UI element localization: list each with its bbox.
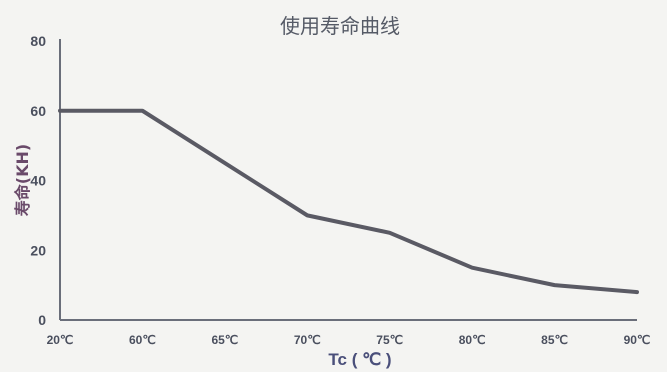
x-tick-label: 60℃ <box>129 333 156 347</box>
y-tick-label: 80 <box>30 33 46 49</box>
y-axis-label-group: 寿命(KH) <box>13 144 32 216</box>
y-tick-label: 60 <box>30 103 46 119</box>
x-tick-label: 90℃ <box>624 333 651 347</box>
series-line <box>58 108 639 295</box>
y-tick-label: 20 <box>30 242 46 258</box>
x-axis-label: Tc ( ℃ ) <box>328 350 391 369</box>
x-tick-label: 75℃ <box>376 333 403 347</box>
chart-title: 使用寿命曲线 <box>280 14 400 38</box>
x-tick-label: 65℃ <box>211 333 238 347</box>
x-tick-label: 80℃ <box>459 333 486 347</box>
x-tick-label: 70℃ <box>294 333 321 347</box>
x-tick-labels: 20℃ 60℃ 65℃ 70℃ 75℃ 80℃ 85℃ 90℃ <box>47 333 651 347</box>
series-group <box>58 108 639 295</box>
y-tick-label: 40 <box>30 173 46 189</box>
y-axis-label: 寿命(KH) <box>13 144 32 216</box>
y-tick-labels: 0 20 40 60 80 <box>30 33 46 328</box>
x-tick-label: 20℃ <box>47 333 74 347</box>
y-tick-label: 0 <box>38 312 46 328</box>
x-tick-label: 85℃ <box>541 333 568 347</box>
